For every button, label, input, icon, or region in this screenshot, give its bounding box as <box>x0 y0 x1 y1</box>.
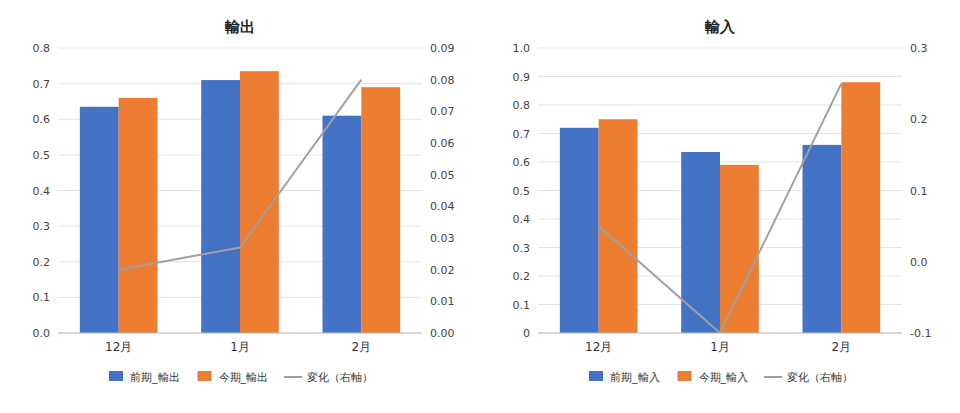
y2-tick-label: 0.04 <box>430 200 455 213</box>
legend-item: 前期_輸入 <box>589 371 660 384</box>
bar <box>599 119 638 333</box>
grid-line <box>58 333 422 334</box>
y2-tick-label: 0.07 <box>430 105 455 118</box>
legend-item: 変化（右軸） <box>764 371 853 384</box>
legend-swatch <box>764 376 782 378</box>
y-tick-label: 0.0 <box>33 327 51 340</box>
legend-item: 変化（右軸） <box>284 371 373 384</box>
y2-tick-label: 0.02 <box>430 264 455 277</box>
legend-label: 今期_輸出 <box>219 371 269 384</box>
chart: 0.0 0.1 0.2 0.3 0.4 0.5 0.6 0.7 0.8 0.00 0.01 0.02 0… <box>33 18 455 384</box>
x-tick-label: 2月 <box>832 340 852 354</box>
x-tick-label: 12月 <box>585 340 612 354</box>
chart: 0 0.1 0.2 0.3 0.4 0.5 0.6 0.7 0.8 0.9 1.0 -0.1 0.0 0.… <box>513 18 932 384</box>
legend: 前期_輸出 今期_輸出 変化（右軸） <box>109 371 373 384</box>
bar <box>803 145 842 333</box>
y-tick-label: 0.2 <box>513 270 531 283</box>
y2-tick-label: 0.1 <box>910 185 928 198</box>
grid-line <box>538 76 902 77</box>
y-tick-label: 0.8 <box>513 99 531 112</box>
y-tick-label: 0.4 <box>513 213 531 226</box>
y-tick-label: 0.4 <box>33 185 51 198</box>
y-tick-label: 0.7 <box>513 128 531 141</box>
y-tick-label: 0.5 <box>513 185 531 198</box>
grid <box>58 48 422 333</box>
y2-tick-label: 0.01 <box>430 295 455 308</box>
legend-label: 変化（右軸） <box>787 371 853 384</box>
legend-label: 今期_輸入 <box>699 371 749 384</box>
grid-line <box>538 48 902 49</box>
background <box>0 0 960 413</box>
bar <box>201 80 240 333</box>
y-tick-label: 0.5 <box>33 149 51 162</box>
legend-swatch <box>109 371 123 381</box>
y2-tick-label: 0.2 <box>910 113 928 126</box>
title: 輸出 <box>224 18 255 36</box>
figure: 0.00.10.20.30.40.50.60.70.80.000.010.020… <box>0 0 960 413</box>
y2-tick-label: 0.08 <box>430 74 455 87</box>
y2-tick-label: 0.00 <box>430 327 455 340</box>
legend-swatch <box>589 371 603 381</box>
x-tick-label: 1月 <box>710 340 730 354</box>
legend-swatch <box>678 371 692 381</box>
legend-swatch <box>284 376 302 378</box>
line <box>599 84 842 333</box>
y-tick-label: 0.1 <box>513 299 531 312</box>
bar <box>323 116 362 333</box>
y-tick-label: 0.1 <box>33 291 51 304</box>
bar <box>681 152 720 333</box>
legend-swatch <box>198 371 212 381</box>
y2-tick-label: 0.03 <box>430 232 455 245</box>
line <box>119 80 362 270</box>
x-tick-label: 2月 <box>352 340 372 354</box>
y-tick-label: 0.3 <box>33 220 51 233</box>
bar <box>560 128 599 333</box>
y-tick-label: 0.6 <box>513 156 531 169</box>
x-tick-label: 12月 <box>105 340 132 354</box>
grid-line <box>538 333 902 334</box>
y2-tick-label: 0.0 <box>910 256 928 269</box>
y-tick-label: 1.0 <box>513 42 531 55</box>
y-tick-label: 0.2 <box>33 256 51 269</box>
y-tick-label: 0.3 <box>513 242 531 255</box>
grid-line <box>58 48 422 49</box>
bar <box>720 165 759 333</box>
x-axis-line <box>538 333 902 334</box>
legend-item: 今期_輸出 <box>198 371 269 384</box>
bar <box>361 87 400 333</box>
legend-item: 今期_輸入 <box>678 371 749 384</box>
title: 輸入 <box>704 18 736 36</box>
plot-marks <box>80 71 400 333</box>
y2-tick-label: 0.05 <box>430 169 455 182</box>
y2-tick-label: -0.1 <box>910 327 931 340</box>
y2-tick-label: 0.06 <box>430 137 455 150</box>
bar <box>119 98 158 333</box>
plot-marks <box>560 82 880 333</box>
y-tick-label: 0.6 <box>33 113 51 126</box>
legend-label: 前期_輸出 <box>130 371 180 384</box>
x-tick-label: 1月 <box>230 340 250 354</box>
bar <box>841 82 880 333</box>
y-tick-label: 0.9 <box>513 71 531 84</box>
y2-tick-label: 0.3 <box>910 42 928 55</box>
legend-item: 前期_輸出 <box>109 371 180 384</box>
y-tick-label: 0 <box>523 327 530 340</box>
bar <box>80 107 119 333</box>
legend: 前期_輸入 今期_輸入 変化（右軸） <box>589 371 853 384</box>
legend-label: 前期_輸入 <box>610 371 660 384</box>
y-tick-label: 0.8 <box>33 42 51 55</box>
grid <box>538 48 902 333</box>
x-axis-line <box>58 333 422 334</box>
y-tick-label: 0.7 <box>33 78 51 91</box>
y2-tick-label: 0.09 <box>430 42 455 55</box>
legend-label: 変化（右軸） <box>307 371 373 384</box>
